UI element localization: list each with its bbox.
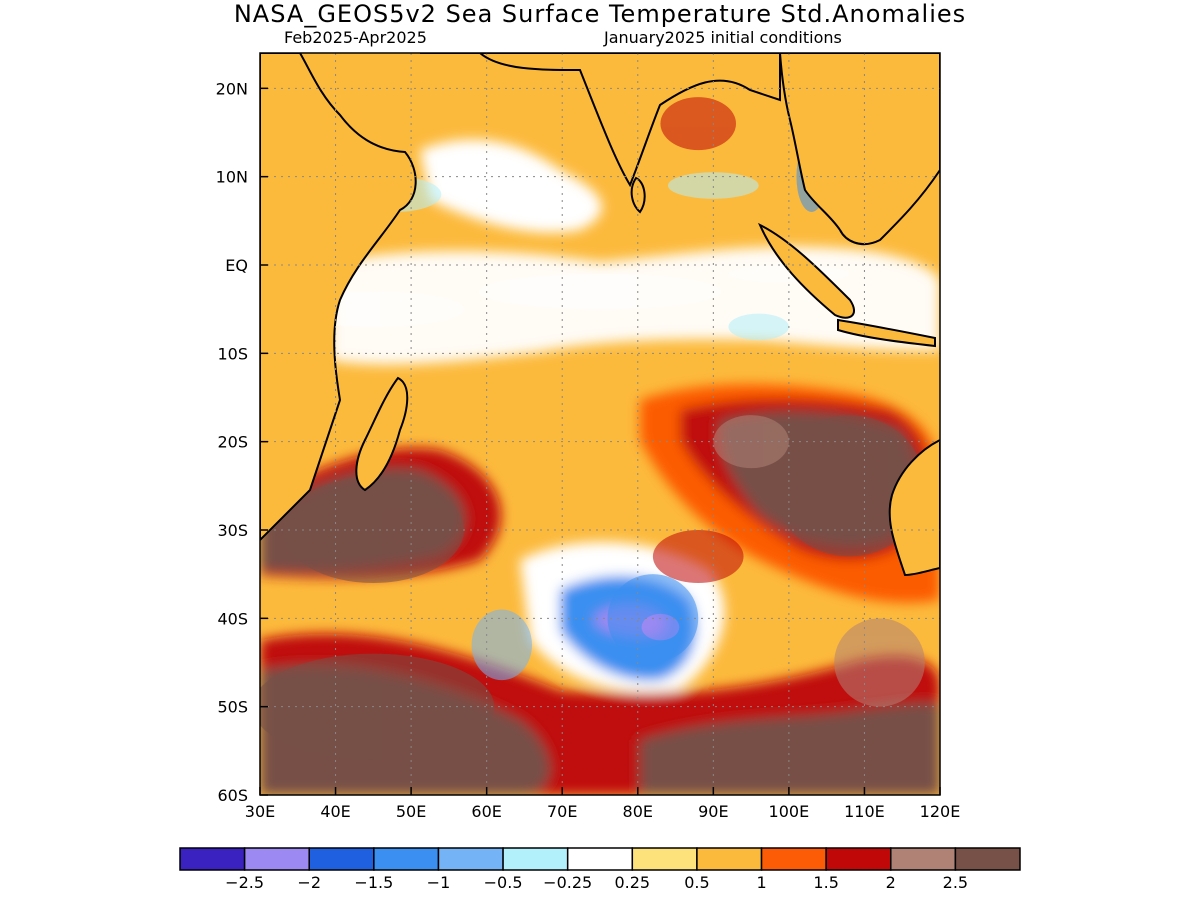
colorbar-swatch <box>566 847 634 871</box>
y-tick-label: 60S <box>217 786 248 805</box>
colorbar-swatch <box>179 847 246 871</box>
colorbar-swatch <box>954 847 1021 871</box>
x-tick-label: 60E <box>471 802 501 821</box>
y-tick-label: EQ <box>225 256 248 275</box>
madagascar <box>355 376 409 492</box>
colorbar-swatch <box>373 847 440 871</box>
grid-lines <box>260 53 940 795</box>
colorbar-label: 0.5 <box>684 873 709 892</box>
colorbar-label: −2.5 <box>225 873 264 892</box>
coastlines <box>260 53 940 577</box>
x-tick-label: 70E <box>547 802 577 821</box>
colorbar-label: 1.5 <box>813 873 838 892</box>
colorbar-label: 2 <box>886 873 896 892</box>
y-tick-label: 30S <box>217 521 248 540</box>
colorbar-label: 0.25 <box>614 873 650 892</box>
java <box>837 318 936 348</box>
x-tick-label: 40E <box>320 802 350 821</box>
colorbar-swatch <box>308 847 375 871</box>
north-neutral-patches <box>420 139 602 233</box>
x-tick-label: 90E <box>698 802 728 821</box>
anomaly-region-7 <box>641 613 680 641</box>
africa-coast <box>260 53 417 542</box>
colorbar-swatch <box>890 847 957 871</box>
y-tick-label: 40S <box>217 609 248 628</box>
colorbar-label: −0.25 <box>543 873 592 892</box>
indochina <box>778 53 940 246</box>
sumatra <box>758 222 855 319</box>
y-tick-label: 10S <box>217 344 248 363</box>
colorbar-swatch <box>760 847 827 871</box>
plot-area <box>260 53 940 795</box>
anomaly-region-1 <box>479 273 721 310</box>
colorbar-label: −2 <box>297 873 321 892</box>
anomaly-region-17 <box>660 97 736 151</box>
anomaly-region-15 <box>652 530 744 583</box>
colorbar-label: 2.5 <box>943 873 968 892</box>
x-axis: 30E 40E 50E 60E 70E 80E 90E 100E 110E 120E <box>245 787 961 821</box>
chart-title: NASA_GEOS5v2 Sea Surface Temperature Std… <box>233 0 967 28</box>
australia <box>888 438 940 577</box>
colorbar-label: −1.5 <box>354 873 393 892</box>
y-axis: 20N 10N EQ 10S 20S 30S 40S 50S 60S <box>216 79 268 805</box>
anomaly-region-8 <box>471 609 532 681</box>
colorbar-label: −0.5 <box>484 873 523 892</box>
x-tick-label: 80E <box>623 802 653 821</box>
forecast-period: Feb2025-Apr2025 <box>284 28 427 47</box>
colorbar-labels: −2.5 −2 −1.5 −1 −0.5 −0.25 0.25 0.5 1 1.5 2 2.5 <box>225 873 968 892</box>
colorbar-label: −1 <box>427 873 451 892</box>
arabia-india <box>420 53 781 188</box>
anomaly-region-4 <box>668 172 759 199</box>
colorbar-swatch <box>825 847 892 871</box>
x-tick-label: 30E <box>245 802 275 821</box>
anomaly-region-11 <box>773 415 925 557</box>
colorbar-swatch <box>502 847 569 871</box>
colorbar-swatch <box>437 847 504 871</box>
y-tick-label: 20N <box>216 79 248 98</box>
x-tick-label: 120E <box>920 802 961 821</box>
anomaly-region-5 <box>728 313 789 341</box>
initial-conditions: January2025 initial conditions <box>604 28 842 47</box>
anomaly-region-16 <box>834 618 925 707</box>
y-tick-label: 10N <box>216 168 248 187</box>
south-hot-band-east <box>640 702 940 795</box>
colorbar-label: 1 <box>756 873 766 892</box>
y-tick-label: 50S <box>217 698 248 717</box>
colorbar-swatch <box>696 847 763 871</box>
y-tick-label: 20S <box>217 433 248 452</box>
x-tick-label: 110E <box>844 802 885 821</box>
anomaly-region-14 <box>260 653 495 760</box>
colorbar <box>179 847 1021 871</box>
colorbar-swatch <box>243 847 310 871</box>
x-tick-label: 100E <box>769 802 810 821</box>
plot-frame <box>259 52 941 796</box>
x-tick-label: 50E <box>396 802 426 821</box>
colorbar-swatch <box>631 847 698 871</box>
